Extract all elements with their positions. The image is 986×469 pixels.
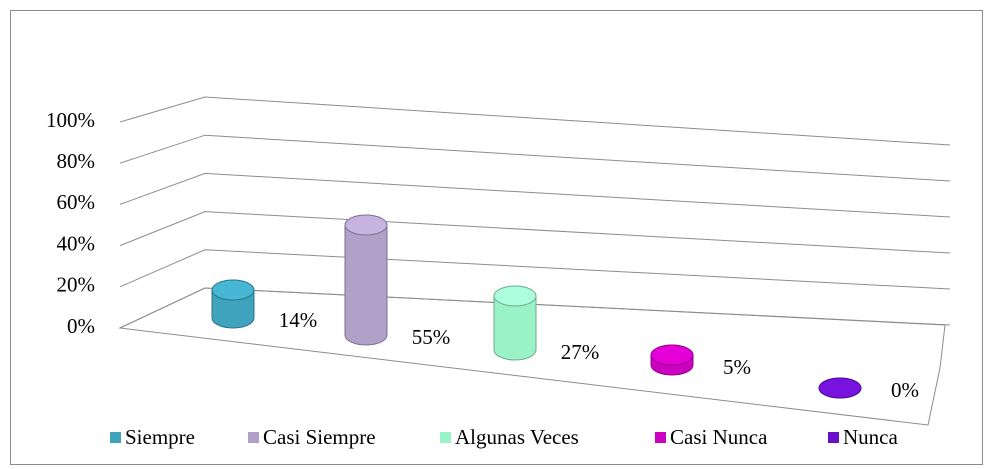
y-tick-label: 20% [57,273,96,297]
legend-label: Algunas Veces [455,425,579,449]
legend-label: Nunca [843,425,898,449]
grid-line [119,134,951,182]
cylinder [344,214,388,346]
y-tick-label: 0% [67,314,95,338]
y-tick-label: 80% [57,149,96,173]
legend-swatch [828,432,839,443]
grid-line [119,96,951,146]
cylinder [493,285,537,361]
value-label: 27% [561,340,600,364]
cylinder-body [493,295,537,361]
legend-swatch [110,432,121,443]
y-tick-label: 40% [57,231,96,255]
cylinder [650,344,694,376]
cylinder [818,377,862,399]
grid-line [119,211,951,254]
value-label: 55% [412,325,451,349]
cylinder [211,279,255,329]
cylinder-top [818,377,862,399]
cylinder-top [493,285,537,307]
grid-line [119,287,951,329]
legend-label: Siempre [125,425,195,449]
value-label: 5% [723,355,751,379]
cylinder-body [211,289,255,329]
grid-line [119,249,951,290]
cylinder-top [344,214,388,236]
value-label: 0% [891,378,919,402]
value-label: 14% [279,308,318,332]
legend-swatch [248,432,259,443]
legend-swatch [655,432,666,443]
cylinder-top [211,279,255,301]
legend-label: Casi Siempre [263,425,376,449]
legend-swatch [440,432,451,443]
grid-line [119,172,951,218]
y-tick-label: 100% [46,108,95,132]
cylinder-body [344,224,388,346]
y-tick-label: 60% [57,190,96,214]
legend-label: Casi Nunca [670,425,768,449]
cylinder-top [650,344,694,366]
